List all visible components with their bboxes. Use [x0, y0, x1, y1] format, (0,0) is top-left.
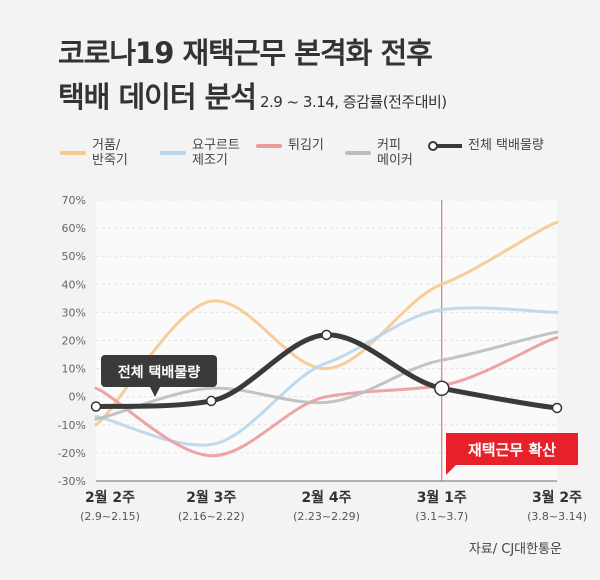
data-point	[551, 402, 563, 414]
x-tick-sublabel: (2.16~2.22)	[178, 510, 245, 523]
legend-label: 전체 택배물량	[468, 138, 544, 153]
y-tick-label: 0%	[69, 391, 86, 404]
x-tick-label: 2월 4주	[301, 489, 351, 506]
source-note: 자료/ CJ대한통운	[468, 542, 562, 557]
legend-label: 커피 메이커	[377, 138, 413, 168]
x-tick-label: 2월 3주	[186, 489, 236, 506]
event-callout-box	[446, 433, 578, 465]
y-tick-label: -20%	[58, 447, 86, 460]
y-tick-label: 20%	[62, 335, 86, 348]
legend-item: 요구르트 제조기	[160, 138, 240, 168]
y-tick-label: 60%	[62, 222, 86, 235]
data-point	[206, 395, 217, 407]
series-line	[94, 330, 559, 421]
legend-item: 커피 메이커	[345, 138, 413, 168]
y-tick-label: 40%	[62, 278, 86, 291]
legend-marker	[428, 140, 438, 151]
subtitle: 2.9 ~ 3.14, 증감률(전주대비)	[259, 93, 447, 111]
x-tick-sublabel: (2.9~2.15)	[80, 510, 140, 523]
data-point	[90, 401, 102, 412]
x-tick-sublabel: (2.23~2.29)	[293, 510, 360, 523]
x-tick-sublabel: (3.8~3.14)	[527, 510, 587, 523]
legend-swatch	[160, 151, 186, 155]
y-tick-label: -30%	[58, 475, 86, 488]
x-tick-sublabel: (3.1~3.7)	[415, 510, 468, 523]
legend-item: 거품/ 반죽기	[60, 138, 128, 168]
title-line-1: 코로나19 재택근무 본격화 전후	[58, 36, 433, 70]
x-tick-label: 3월 1주	[417, 489, 467, 506]
legend-item: 전체 택배물량	[428, 138, 544, 153]
title-line-2: 택배 데이터 분석 2.9 ~ 3.14, 증감률(전주대비)	[58, 74, 447, 116]
legend-label: 요구르트 제조기	[192, 138, 240, 168]
legend-swatch	[345, 151, 371, 155]
legend-item: 튀김기	[256, 138, 324, 153]
y-tick-label: 30%	[62, 306, 86, 319]
data-point	[321, 329, 332, 341]
legend-swatch	[256, 143, 282, 148]
data-point	[434, 380, 450, 397]
legend-label: 튀김기	[288, 138, 324, 153]
series-callout-label: 전체 택배물량	[118, 364, 200, 381]
legend-swatch	[60, 151, 86, 155]
series-callout-box	[101, 355, 217, 387]
title-text: 택배 데이터 분석	[58, 80, 257, 114]
y-tick-label: 50%	[62, 250, 86, 263]
y-tick-label: 70%	[62, 194, 86, 207]
event-callout-label: 재택근무 확산	[468, 441, 556, 459]
series-callout-pointer	[150, 387, 160, 397]
event-callout-pointer	[446, 465, 456, 475]
series-line	[94, 220, 559, 427]
series-line	[94, 336, 559, 458]
y-tick-label: 10%	[62, 363, 86, 376]
x-tick-label: 2월 2주	[85, 489, 135, 506]
y-tick-label: -10%	[58, 419, 86, 432]
x-tick-label: 3월 2주	[532, 489, 582, 506]
legend-label: 거품/ 반죽기	[92, 138, 128, 168]
